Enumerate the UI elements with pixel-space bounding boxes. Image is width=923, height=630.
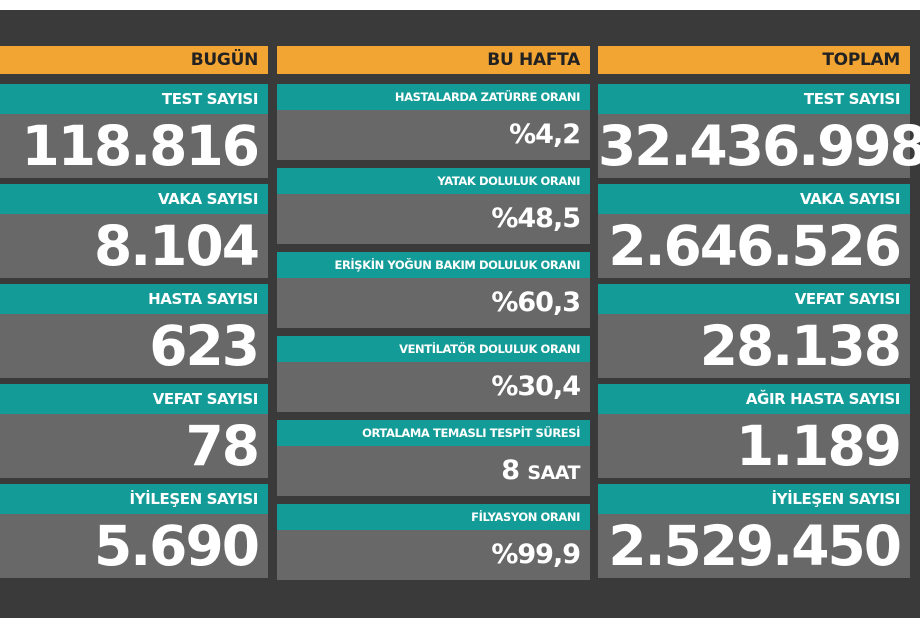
today-case-value: 8.104: [0, 214, 268, 278]
week-filiation-card: FİLYASYON ORANI %99,9: [277, 504, 590, 580]
total-test-card: TEST SAYISI 32.436.998: [598, 84, 923, 178]
week-filiation-value: %99,9: [277, 530, 590, 580]
total-critical-label: AĞIR HASTA SAYISI: [598, 384, 910, 414]
today-case-card: VAKA SAYISI 8.104: [0, 184, 268, 278]
today-death-card: VEFAT SAYISI 78: [0, 384, 268, 478]
today-column: BUGÜN TEST SAYISI 118.816 VAKA SAYISI 8.…: [0, 46, 268, 586]
week-contact-label: ORTALAMA TEMASLI TESPİT SÜRESİ: [277, 420, 590, 446]
total-critical-value: 1.189: [598, 414, 910, 478]
week-pneumonia-label: HASTALARDA ZATÜRRE ORANI: [277, 84, 590, 110]
today-patient-value: 623: [0, 314, 268, 378]
stats-board: BUGÜN TEST SAYISI 118.816 VAKA SAYISI 8.…: [0, 10, 923, 618]
today-header: BUGÜN: [0, 46, 268, 74]
today-test-value: 118.816: [0, 114, 268, 178]
total-header: TOPLAM: [598, 46, 910, 74]
week-column: BU HAFTA HASTALARDA ZATÜRRE ORANI %4,2 Y…: [277, 46, 590, 586]
week-contact-unit: SAAT: [527, 462, 580, 484]
week-icu-card: ERİŞKİN YOĞUN BAKIM DOLULUK ORANI %60,3: [277, 252, 590, 328]
total-case-card: VAKA SAYISI 2.646.526: [598, 184, 910, 278]
week-contact-card: ORTALAMA TEMASLI TESPİT SÜRESİ 8 SAAT: [277, 420, 590, 496]
week-contact-value-box: 8 SAAT: [277, 446, 590, 496]
total-critical-card: AĞIR HASTA SAYISI 1.189: [598, 384, 910, 478]
today-death-value: 78: [0, 414, 268, 478]
total-death-label: VEFAT SAYISI: [598, 284, 910, 314]
today-patient-card: HASTA SAYISI 623: [0, 284, 268, 378]
week-pneumonia-value: %4,2: [277, 110, 590, 160]
today-test-card: TEST SAYISI 118.816: [0, 84, 268, 178]
total-case-value: 2.646.526: [598, 214, 910, 278]
week-ventilator-value: %30,4: [277, 362, 590, 412]
week-ventilator-card: VENTİLATÖR DOLULUK ORANI %30,4: [277, 336, 590, 412]
today-patient-label: HASTA SAYISI: [0, 284, 268, 314]
week-pneumonia-card: HASTALARDA ZATÜRRE ORANI %4,2: [277, 84, 590, 160]
week-icu-value: %60,3: [277, 278, 590, 328]
today-recovered-value: 5.690: [0, 514, 268, 578]
total-recovered-label: İYİLEŞEN SAYISI: [598, 484, 910, 514]
week-bed-card: YATAK DOLULUK ORANI %48,5: [277, 168, 590, 244]
total-recovered-value: 2.529.450: [598, 514, 910, 578]
week-filiation-label: FİLYASYON ORANI: [277, 504, 590, 530]
total-death-value: 28.138: [598, 314, 910, 378]
today-case-label: VAKA SAYISI: [0, 184, 268, 214]
total-case-label: VAKA SAYISI: [598, 184, 910, 214]
total-column: TOPLAM TEST SAYISI 32.436.998 VAKA SAYIS…: [598, 46, 923, 586]
today-test-label: TEST SAYISI: [0, 84, 268, 114]
total-recovered-card: İYİLEŞEN SAYISI 2.529.450: [598, 484, 910, 578]
total-test-label: TEST SAYISI: [598, 84, 910, 114]
week-contact-value: 8: [501, 455, 520, 486]
total-test-value: 32.436.998: [598, 114, 923, 178]
week-icu-label: ERİŞKİN YOĞUN BAKIM DOLULUK ORANI: [277, 252, 590, 278]
week-header: BU HAFTA: [277, 46, 590, 74]
week-ventilator-label: VENTİLATÖR DOLULUK ORANI: [277, 336, 590, 362]
today-recovered-label: İYİLEŞEN SAYISI: [0, 484, 268, 514]
total-death-card: VEFAT SAYISI 28.138: [598, 284, 910, 378]
week-bed-value: %48,5: [277, 194, 590, 244]
today-death-label: VEFAT SAYISI: [0, 384, 268, 414]
week-bed-label: YATAK DOLULUK ORANI: [277, 168, 590, 194]
today-recovered-card: İYİLEŞEN SAYISI 5.690: [0, 484, 268, 578]
